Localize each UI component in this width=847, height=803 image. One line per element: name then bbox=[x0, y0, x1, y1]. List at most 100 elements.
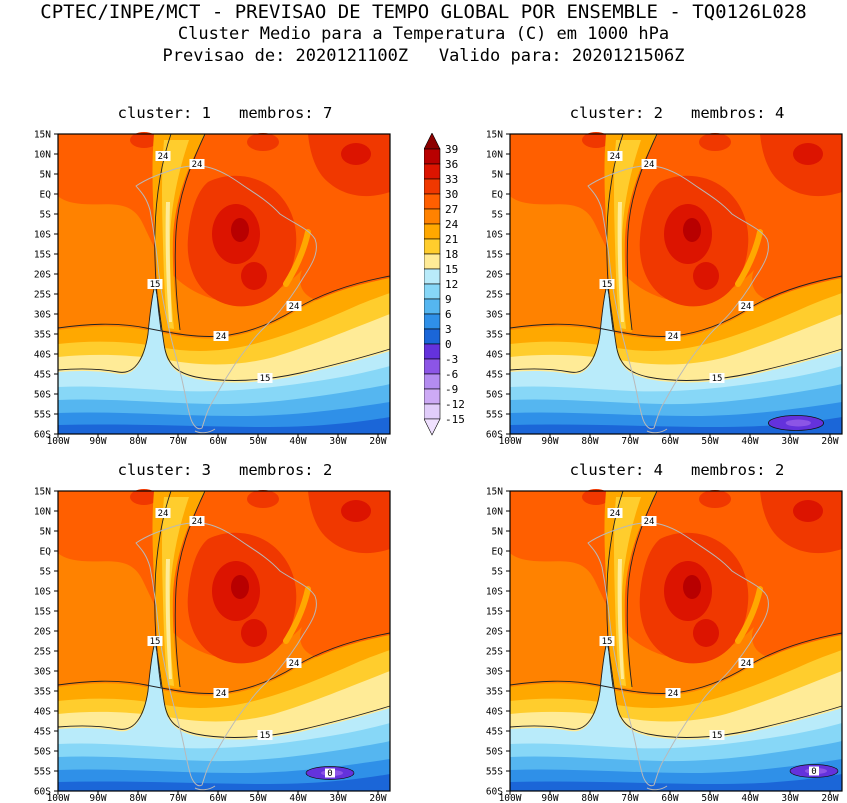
lon-tick-label: 100W bbox=[499, 436, 522, 446]
lon-tick-label: 70W bbox=[621, 436, 638, 446]
contour-label-24: 24 bbox=[738, 658, 754, 669]
contour-label-24: 24 bbox=[738, 301, 754, 312]
lat-tick-label: 40S bbox=[34, 707, 51, 718]
colorbar-box bbox=[423, 283, 441, 300]
lat-tick-label: 10N bbox=[486, 150, 503, 161]
lat-tick-label: EQ bbox=[492, 190, 504, 201]
lat-tick-label: 5N bbox=[492, 170, 504, 181]
contour-label-24: 24 bbox=[607, 508, 623, 519]
lat-tick-label: 25S bbox=[486, 647, 503, 658]
contour-label-15: 15 bbox=[599, 279, 615, 290]
svg-text:15: 15 bbox=[712, 374, 723, 384]
lat-tick-label: 10S bbox=[34, 230, 51, 241]
contour-label-24: 24 bbox=[641, 159, 657, 170]
svg-text:15: 15 bbox=[260, 374, 271, 384]
colorbar: 39 36 33 30 27 24 21 18 15 12 9 6 3 0 -3 -6 -9 -12 -15 bbox=[423, 132, 480, 449]
colorbar-box bbox=[423, 238, 441, 255]
lat-tick-label: 50S bbox=[486, 390, 503, 401]
contour-label-15: 15 bbox=[257, 730, 273, 741]
colorbar-arrow-bottom bbox=[423, 418, 441, 436]
panel-title: cluster: 2 membros: 4 bbox=[569, 104, 785, 122]
contour-label-24: 24 bbox=[155, 151, 171, 162]
lon-tick-label: 30W bbox=[781, 436, 798, 446]
lat-tick-label: 60S bbox=[34, 430, 51, 441]
lon-tick-label: 50W bbox=[701, 436, 718, 446]
lon-tick-label: 90W bbox=[541, 436, 558, 446]
colorbar-box bbox=[423, 178, 441, 195]
contour-label-24: 24 bbox=[665, 331, 681, 342]
map-frame bbox=[57, 490, 391, 792]
colorbar-box bbox=[423, 193, 441, 210]
panel-title: cluster: 1 membros: 7 bbox=[117, 104, 333, 122]
lat-tick-label: 5N bbox=[40, 170, 52, 181]
lat-tick-label: 30S bbox=[486, 310, 503, 321]
svg-text:24: 24 bbox=[216, 689, 227, 699]
lat-tick-label: 55S bbox=[34, 410, 51, 421]
lat-tick-label: 5S bbox=[492, 567, 504, 578]
lat-tick-label: 40S bbox=[486, 350, 503, 361]
svg-text:15: 15 bbox=[260, 731, 271, 741]
lon-tick-label: 70W bbox=[621, 793, 638, 803]
lat-tick-label: 20S bbox=[34, 627, 51, 638]
lon-tick-label: 40W bbox=[741, 436, 758, 446]
lat-tick-label: 25S bbox=[34, 290, 51, 301]
lat-tick-label: 15N bbox=[34, 487, 51, 498]
lat-tick-label: 15S bbox=[34, 607, 51, 618]
colorbar-label: 24 bbox=[445, 218, 459, 231]
lat-tick-label: 35S bbox=[34, 687, 51, 698]
axis-layer: 15N 10N 5N EQ 5S 10S 15S 20S 25S 30S 35S 40S 45S 50S 5… bbox=[486, 130, 839, 447]
lat-tick-label: EQ bbox=[40, 547, 52, 558]
svg-text:24: 24 bbox=[741, 659, 752, 669]
svg-text:24: 24 bbox=[192, 517, 203, 527]
svg-text:24: 24 bbox=[610, 509, 621, 519]
lat-tick-label: 5N bbox=[40, 527, 52, 538]
lat-tick-label: 5S bbox=[492, 210, 504, 221]
lon-tick-label: 100W bbox=[499, 793, 522, 803]
colorbar-label: 33 bbox=[445, 173, 458, 186]
lat-tick-label: 15N bbox=[34, 130, 51, 141]
panel-title: cluster: 4 membros: 2 bbox=[569, 461, 785, 479]
lon-tick-label: 50W bbox=[249, 793, 266, 803]
cluster-panel: cluster: 1 membros: 7 15N 10N 5N EQ 5S 10S 15S… bbox=[28, 104, 392, 446]
colorbar-label: 30 bbox=[445, 188, 458, 201]
header-line-1: CPTEC/INPE/MCT - PREVISAO DE TEMPO GLOBA… bbox=[40, 1, 807, 23]
colorbar-box bbox=[423, 358, 441, 375]
colorbar-box bbox=[423, 223, 441, 240]
lon-tick-label: 70W bbox=[169, 793, 186, 803]
lat-tick-label: 60S bbox=[486, 430, 503, 441]
contour-labels: 24 24 24 24 bbox=[147, 508, 302, 741]
axis-layer: 15N 10N 5N EQ 5S 10S 15S 20S 25S 30S 35S 40S 45S 50S 5… bbox=[34, 130, 387, 447]
lat-tick-label: 45S bbox=[486, 370, 503, 381]
contour-label-24: 24 bbox=[286, 658, 302, 669]
contour-label-24: 24 bbox=[213, 331, 229, 342]
lon-tick-label: 60W bbox=[209, 436, 226, 446]
lon-tick-label: 60W bbox=[661, 436, 678, 446]
lon-tick-label: 20W bbox=[821, 436, 838, 446]
contour-label-24: 24 bbox=[641, 516, 657, 527]
colorbar-box bbox=[423, 298, 441, 315]
contour-label-15: 15 bbox=[147, 279, 163, 290]
lon-tick-label: 90W bbox=[89, 793, 106, 803]
lat-tick-label: 20S bbox=[486, 627, 503, 638]
colorbar-label: 21 bbox=[445, 233, 458, 246]
svg-text:24: 24 bbox=[192, 160, 203, 170]
lat-tick-label: 5S bbox=[40, 567, 52, 578]
contour-label-15: 15 bbox=[147, 636, 163, 647]
svg-text:24: 24 bbox=[668, 332, 679, 342]
lat-tick-label: 35S bbox=[486, 330, 503, 341]
cold-pocket: 0 bbox=[305, 766, 355, 780]
lat-tick-label: 10N bbox=[34, 150, 51, 161]
lat-tick-label: 10S bbox=[486, 587, 503, 598]
lat-tick-label: EQ bbox=[40, 190, 52, 201]
lon-tick-label: 40W bbox=[289, 793, 306, 803]
lon-tick-label: 80W bbox=[581, 793, 598, 803]
axis-layer: 15N 10N 5N EQ 5S 10S 15S 20S 25S 30S 35S 40S 45S 50S 5… bbox=[486, 487, 839, 803]
lon-tick-label: 80W bbox=[129, 793, 146, 803]
contour-label-0: 0 bbox=[809, 766, 819, 777]
lat-tick-label: 10N bbox=[486, 507, 503, 518]
lat-tick-label: 30S bbox=[34, 310, 51, 321]
svg-text:15: 15 bbox=[712, 731, 723, 741]
colorbar-box bbox=[423, 313, 441, 330]
